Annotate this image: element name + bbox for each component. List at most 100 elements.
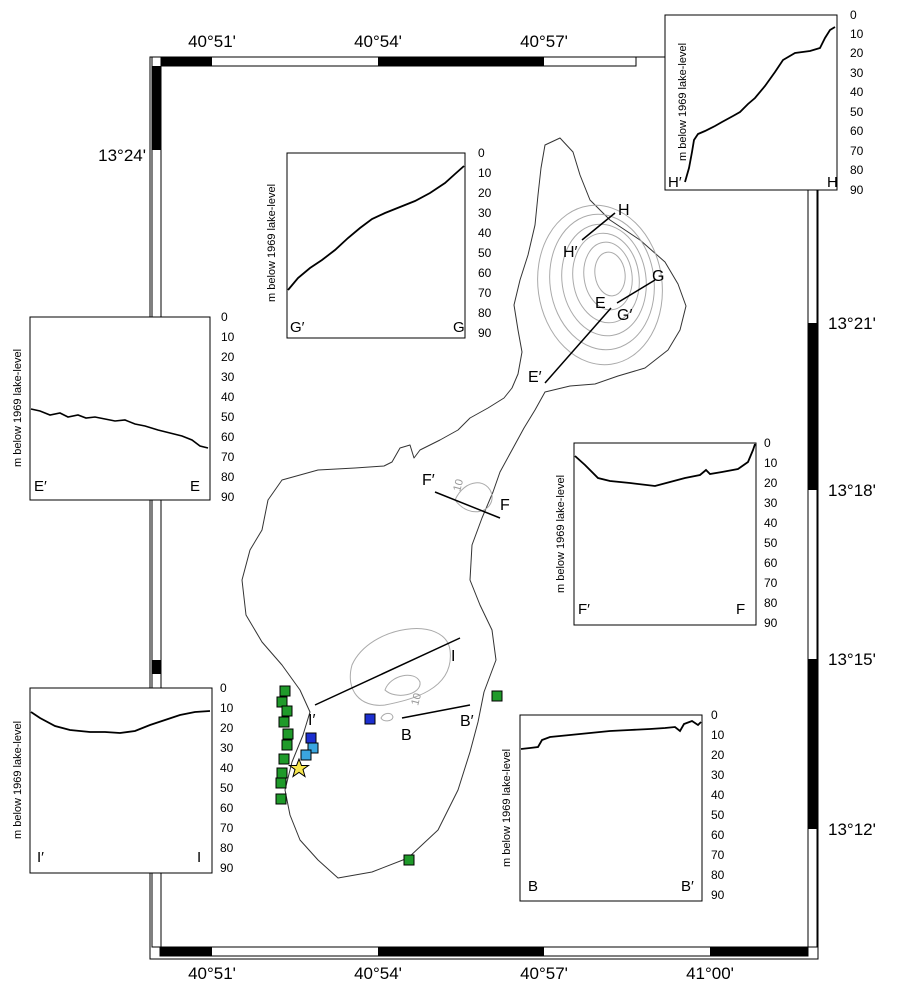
depth-profile-line	[520, 719, 702, 750]
sample-marker	[275, 793, 287, 805]
depth-profile-line	[684, 26, 836, 183]
sample-markers	[275, 685, 503, 866]
section-label: G	[652, 268, 664, 285]
y-tick-label: 70	[850, 144, 864, 158]
contour-lines	[349, 204, 663, 722]
y-tick-label: 20	[221, 350, 235, 364]
y-tick-label: 0	[478, 146, 485, 160]
y-tick-label: 50	[711, 808, 725, 822]
y-axis-label: m below 1969 lake-level	[555, 475, 567, 593]
lon-label: 40°57'	[520, 32, 568, 51]
section-label: F	[500, 497, 510, 514]
section-label: H	[618, 202, 630, 219]
y-tick-label: 0	[221, 310, 228, 324]
y-tick-label: 70	[220, 821, 234, 835]
y-tick-label: 60	[850, 124, 864, 138]
y-tick-label: 80	[478, 306, 492, 320]
y-tick-label: 70	[221, 450, 235, 464]
y-tick-label: 80	[220, 841, 234, 855]
section-line-b	[401, 704, 471, 719]
section-label: I	[451, 648, 455, 665]
lon-label: 40°57'	[520, 964, 568, 983]
star-marker	[287, 757, 311, 778]
y-tick-label: 0	[220, 681, 227, 695]
profile-e-inset: m below 1969 lake-level 0 10 20 30 40 50…	[12, 310, 235, 504]
lat-label: 13°21'	[828, 314, 876, 333]
sample-marker	[403, 854, 415, 866]
y-ticks: 0 10 20 30 40 50 60 70 80 90	[850, 8, 864, 197]
y-ticks: 0 10 20 30 40 50 60 70 80 90	[221, 310, 235, 504]
lake-shoreline	[241, 137, 687, 879]
profile-box	[286, 152, 466, 339]
sample-marker	[364, 713, 376, 725]
depth-profile-line	[30, 710, 211, 734]
depth-profile-line	[574, 443, 756, 487]
y-tick-label: 60	[220, 801, 234, 815]
profile-g-inset: m below 1969 lake-level 0 10 20 30 40 50…	[266, 146, 492, 340]
y-tick-label: 30	[478, 206, 492, 220]
profile-h-inset: m below 1969 lake-level 0 10 20 30 40 50…	[664, 8, 864, 197]
profile-left-label: B	[528, 878, 538, 895]
section-lines	[314, 212, 656, 719]
lon-label: 40°54'	[354, 32, 402, 51]
section-label: G′	[617, 307, 632, 324]
sample-marker	[276, 767, 288, 779]
y-tick-label: 10	[850, 27, 864, 41]
y-tick-label: 20	[478, 186, 492, 200]
profile-i-inset: m below 1969 lake-level 0 10 20 30 40 50…	[12, 681, 234, 875]
y-tick-label: 20	[850, 46, 864, 60]
y-axis-label: m below 1969 lake-level	[12, 721, 24, 839]
y-tick-label: 10	[764, 456, 778, 470]
sample-marker	[281, 739, 293, 751]
y-tick-label: 90	[850, 183, 864, 197]
y-tick-label: 30	[220, 741, 234, 755]
profile-left-label: F′	[578, 601, 590, 618]
section-line-i	[314, 637, 461, 706]
y-tick-label: 30	[221, 370, 235, 384]
sample-marker	[278, 716, 290, 728]
y-tick-label: 60	[478, 266, 492, 280]
y-tick-label: 0	[850, 8, 857, 22]
y-ticks: 0 10 20 30 40 50 60 70 80 90	[478, 146, 492, 340]
y-tick-label: 10	[711, 728, 725, 742]
section-label: B′	[460, 713, 474, 730]
section-line-g	[616, 279, 656, 304]
y-tick-label: 30	[850, 66, 864, 80]
y-tick-label: 40	[478, 226, 492, 240]
profile-box	[573, 442, 757, 626]
y-tick-label: 70	[711, 848, 725, 862]
y-tick-label: 60	[711, 828, 725, 842]
profile-box	[519, 714, 703, 902]
section-label: I′	[308, 712, 315, 729]
y-tick-label: 70	[764, 576, 778, 590]
profile-right-label: G	[453, 319, 465, 336]
profile-right-label: H	[827, 174, 838, 191]
y-tick-label: 90	[711, 888, 725, 902]
y-tick-label: 20	[764, 476, 778, 490]
sample-marker	[305, 732, 317, 744]
lat-label: 13°18'	[828, 481, 876, 500]
sample-marker	[278, 753, 290, 765]
longitude-labels-top: 40°51' 40°54' 40°57'	[188, 32, 568, 51]
y-ticks: 0 10 20 30 40 50 60 70 80 90	[711, 708, 725, 902]
y-tick-label: 50	[478, 246, 492, 260]
profile-box	[29, 316, 211, 501]
section-label: B	[401, 727, 412, 744]
y-tick-label: 50	[220, 781, 234, 795]
y-tick-label: 10	[220, 701, 234, 715]
map-frame	[149, 56, 819, 960]
sample-marker	[281, 705, 293, 717]
y-tick-label: 40	[220, 761, 234, 775]
lon-label: 40°51'	[188, 964, 236, 983]
profile-right-label: E	[190, 478, 200, 495]
depth-profile-line	[287, 165, 465, 291]
y-tick-label: 60	[764, 556, 778, 570]
section-label: F′	[422, 472, 435, 489]
y-tick-label: 90	[220, 861, 234, 875]
latitude-labels: 13°24' 13°21' 13°18' 13°15' 13°12'	[98, 146, 876, 839]
y-tick-label: 0	[764, 436, 771, 450]
y-axis-label: m below 1969 lake-level	[12, 349, 24, 467]
section-label: E	[595, 295, 606, 312]
sample-marker	[282, 728, 294, 740]
